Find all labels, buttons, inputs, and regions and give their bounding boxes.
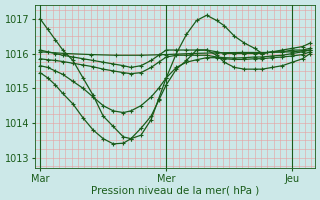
X-axis label: Pression niveau de la mer( hPa ): Pression niveau de la mer( hPa ): [91, 185, 259, 195]
